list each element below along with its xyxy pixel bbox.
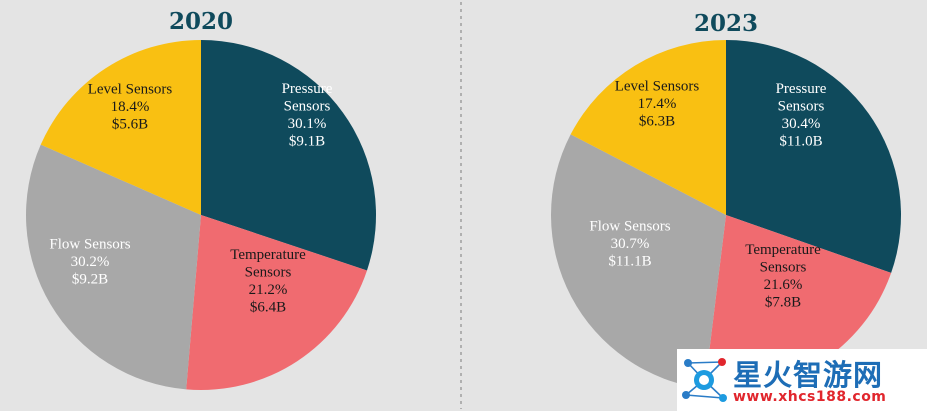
slice-percent: 21.6% [764, 277, 803, 293]
slice-value: $7.8B [765, 294, 801, 310]
slice-name: Pressure [282, 81, 333, 97]
slice-percent: 17.4% [638, 96, 677, 112]
slice-value: $6.4B [250, 299, 286, 315]
watermark-text: 星火智游网 [733, 358, 884, 392]
slice-name: Sensors [284, 98, 331, 114]
slice-label-temperature-sensors: Temperature Sensors 21.6% $7.8B [745, 242, 821, 310]
slice-name: Temperature [745, 242, 821, 258]
slice-name: Sensors [760, 259, 807, 275]
pie-slice-level-sensors-2023 [570, 40, 726, 215]
slice-value: $11.1B [608, 254, 651, 270]
slice-value: $6.3B [639, 114, 675, 130]
slice-name: Sensors [778, 98, 825, 114]
slice-label-level-sensors: Level Sensors 17.4% $6.3B [615, 79, 700, 130]
slice-value: $9.2B [72, 272, 108, 288]
pie-slice-level-sensors-2020 [40, 40, 201, 215]
pie-slice-temperature-sensors-2023 [704, 215, 892, 390]
slice-percent: 21.2% [249, 282, 288, 298]
chart-title: 2020 [169, 8, 233, 35]
slice-label-pressure-sensors: Pressure Sensors 30.1% $9.1B [282, 81, 333, 150]
slice-value: $9.1B [289, 133, 325, 149]
watermark-logo-icon [682, 358, 727, 402]
slice-percent: 30.2% [71, 254, 110, 270]
slice-value: $11.0B [779, 133, 822, 149]
slice-label-level-sensors: Level Sensors 18.4% $5.6B [88, 82, 173, 133]
chart-title: 2023 [694, 10, 758, 37]
slice-percent: 30.1% [288, 116, 327, 132]
slice-name: Pressure [776, 81, 827, 97]
pie-slice-flow-sensors-2023 [550, 134, 726, 389]
slice-name: Temperature [230, 247, 306, 263]
slice-name: Sensors [245, 264, 292, 280]
slice-percent: 30.7% [611, 236, 650, 252]
slice-name: Level Sensors [615, 79, 700, 95]
slice-name: Level Sensors [88, 82, 173, 98]
slice-percent: 30.4% [782, 116, 821, 132]
pie-slice-temperature-sensors-2020 [186, 215, 367, 391]
slice-value: $5.6B [112, 117, 148, 133]
pie-slice-flow-sensors-2020 [25, 144, 201, 390]
slice-label-flow-sensors: Flow Sensors 30.2% $9.2B [49, 237, 130, 288]
slice-label-temperature-sensors: Temperature Sensors 21.2% $6.4B [230, 247, 306, 316]
watermark-url: www.xhcs188.com [733, 389, 887, 405]
slice-name: Flow Sensors [49, 237, 130, 253]
slice-name: Flow Sensors [589, 219, 670, 235]
slice-percent: 18.4% [111, 99, 150, 115]
pie-slice-pressure-sensors-2023 [726, 40, 901, 273]
slice-label-flow-sensors: Flow Sensors 30.7% $11.1B [589, 219, 670, 270]
watermark: 星火智游网 www.xhcs188.com [677, 349, 927, 411]
slice-label-pressure-sensors: Pressure Sensors 30.4% $11.0B [776, 81, 827, 150]
pie-slice-pressure-sensors-2020 [201, 39, 377, 271]
